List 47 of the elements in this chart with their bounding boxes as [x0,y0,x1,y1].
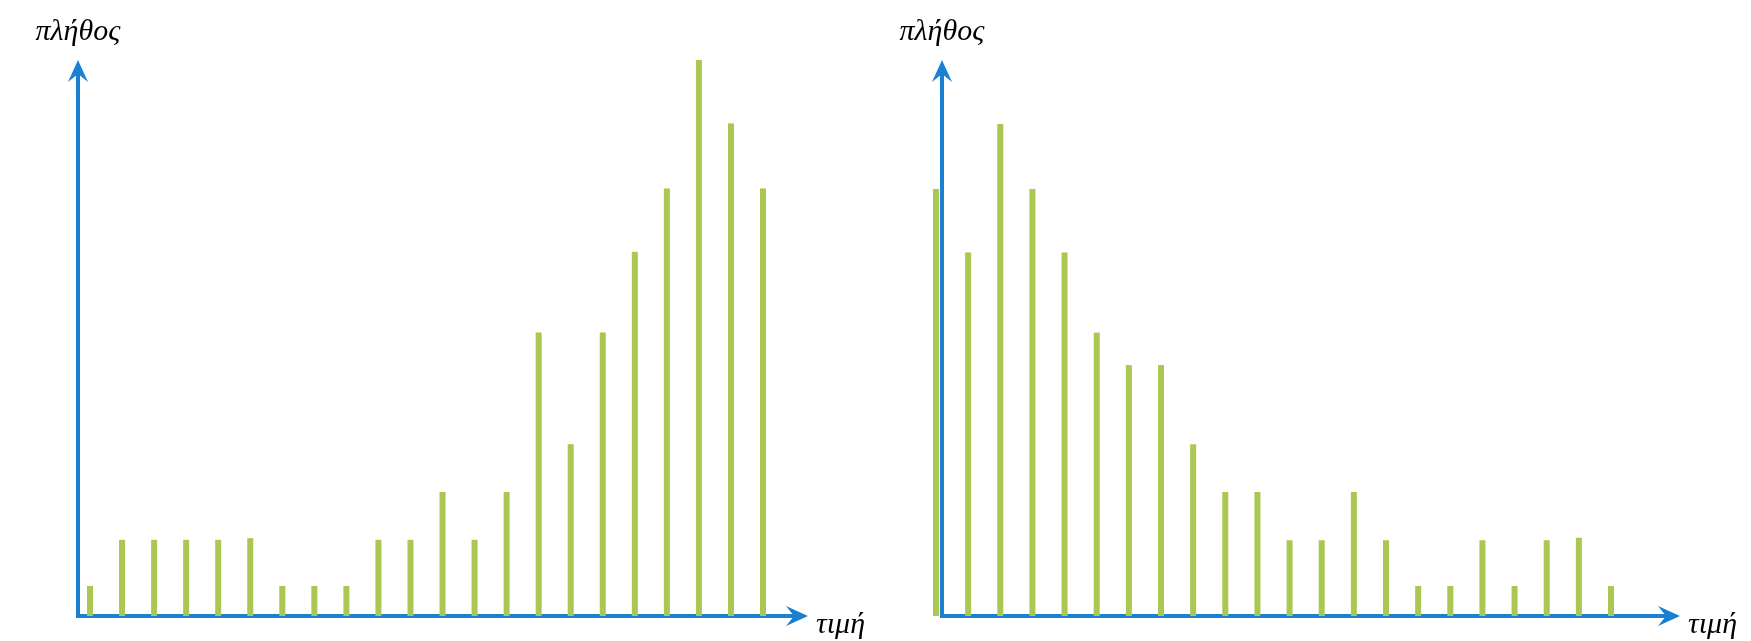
bar [183,539,190,616]
bar [663,188,670,616]
bar [1511,585,1518,616]
bar [1254,492,1261,616]
bar [375,539,382,616]
bar [1350,492,1357,616]
bar [119,539,126,616]
bar [567,444,574,616]
bar [1543,540,1550,616]
y-axis-title: πλήθος [899,13,986,46]
bar [1093,332,1100,616]
bar [1575,537,1582,616]
bar [503,492,510,616]
bar [1286,540,1293,616]
y-axis-title: πλήθος [35,13,122,46]
bar [87,585,93,616]
bar [727,123,734,616]
bar [1222,492,1229,616]
bar [695,60,702,616]
bar [215,539,222,616]
bar [535,332,542,616]
bar [151,539,158,616]
bar [311,585,318,616]
bar [1125,365,1132,616]
bar [407,539,414,616]
bar [760,188,766,616]
bar [1158,365,1164,616]
bar [1415,585,1422,616]
bar [1383,540,1389,616]
bar [1061,252,1068,616]
bar [1318,540,1325,616]
bar [1608,585,1614,616]
bar [247,538,254,616]
bar [1029,188,1036,616]
bar [599,332,606,616]
bar [1447,585,1454,616]
bar [471,539,478,616]
x-axis-title: τιμή [816,606,866,639]
bar [279,585,286,616]
bar [343,585,350,616]
bar [631,251,638,616]
bar [997,124,1004,616]
bar [965,252,972,616]
bar [1479,540,1486,616]
bar [439,492,446,616]
bar [1190,444,1197,616]
x-axis-title: τιμή [1688,606,1738,639]
